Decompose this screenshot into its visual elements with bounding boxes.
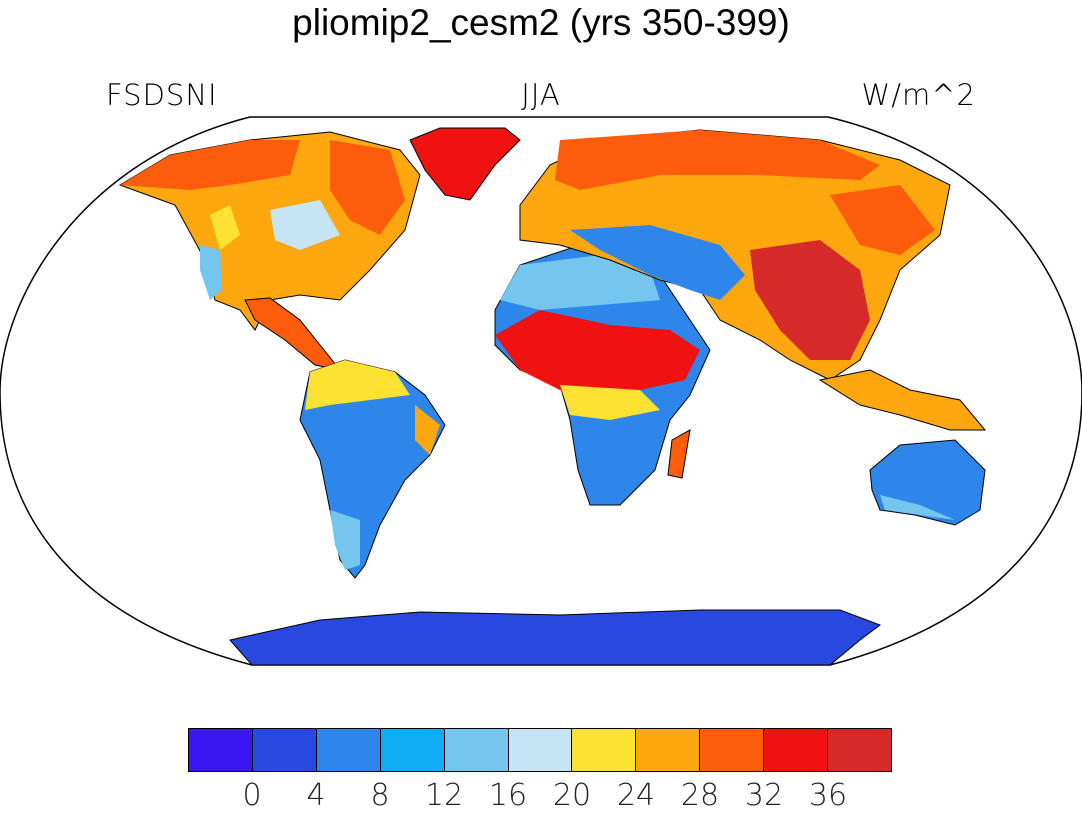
colorbar-tick-label: 0 — [242, 778, 262, 813]
colorbar-tick-label: 28 — [680, 778, 720, 813]
colorbar-tick-label: 24 — [616, 778, 656, 813]
colorbar-box — [828, 729, 891, 771]
colorbar — [188, 728, 892, 772]
colorbar-box — [764, 729, 829, 771]
colorbar-box — [380, 729, 445, 771]
colorbar-box — [700, 729, 765, 771]
colorbar-tick-label: 20 — [552, 778, 592, 813]
colorbar-tick-label: 16 — [488, 778, 528, 813]
colorbar-box — [636, 729, 701, 771]
antarctica — [229, 609, 882, 665]
madagascar — [667, 429, 691, 479]
variable-label: FSDSNI — [106, 78, 218, 112]
colorbar-tick-label: 36 — [808, 778, 848, 813]
colorbar-box — [444, 729, 509, 771]
colorbar-box — [316, 729, 381, 771]
units-label: W/m^2 — [861, 78, 976, 112]
season-label: JJA — [521, 78, 561, 112]
colorbar-tick-label: 4 — [306, 778, 326, 813]
greenland — [409, 127, 521, 201]
map-title: pliomip2_cesm2 (yrs 350-399) — [292, 2, 790, 43]
colorbar-box — [189, 729, 253, 771]
colorbar-tick-label: 12 — [424, 778, 464, 813]
colorbar-tick-label: 32 — [744, 778, 784, 813]
world-map — [0, 116, 1082, 666]
colorbar-tick-label: 8 — [370, 778, 390, 813]
colorbar-box — [572, 729, 637, 771]
colorbar-box — [508, 729, 573, 771]
colorbar-box — [252, 729, 317, 771]
maritime-se-asia — [818, 369, 987, 431]
